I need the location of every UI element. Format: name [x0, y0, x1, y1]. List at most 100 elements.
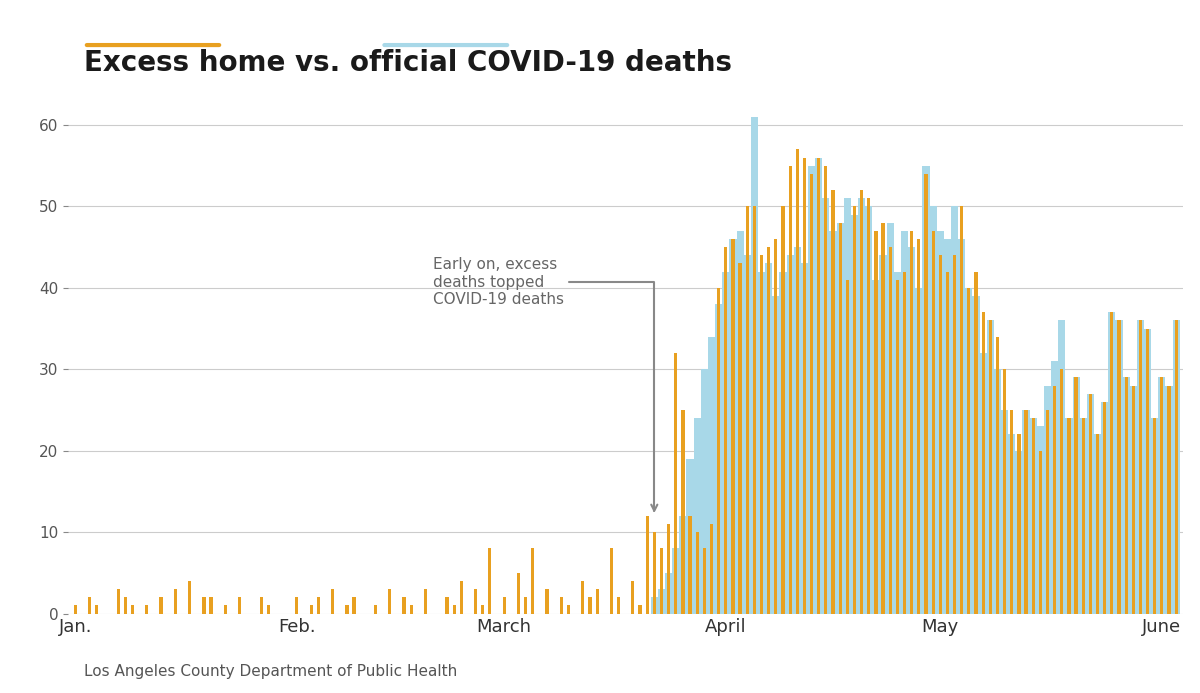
- Bar: [724, 247, 727, 613]
- Bar: [1122, 378, 1129, 613]
- Bar: [780, 272, 786, 613]
- Bar: [1102, 402, 1109, 613]
- Bar: [1168, 385, 1171, 613]
- Bar: [950, 207, 958, 613]
- Bar: [910, 231, 913, 613]
- Bar: [766, 263, 773, 613]
- Bar: [1003, 369, 1007, 613]
- Bar: [788, 166, 792, 613]
- Bar: [667, 524, 671, 613]
- Bar: [1051, 361, 1058, 613]
- Bar: [424, 589, 427, 613]
- Bar: [595, 589, 599, 613]
- Bar: [752, 207, 756, 613]
- Bar: [131, 606, 134, 613]
- Bar: [445, 597, 449, 613]
- Bar: [908, 247, 916, 613]
- Bar: [346, 606, 348, 613]
- Bar: [817, 157, 821, 613]
- Bar: [1066, 418, 1073, 613]
- Bar: [824, 166, 828, 613]
- Bar: [588, 597, 592, 613]
- Bar: [887, 222, 894, 613]
- Bar: [1153, 418, 1157, 613]
- Bar: [1151, 418, 1158, 613]
- Bar: [238, 597, 241, 613]
- Bar: [958, 239, 965, 613]
- Bar: [967, 288, 971, 613]
- Text: Excess home vs. official COVID-19 deaths: Excess home vs. official COVID-19 deaths: [84, 49, 732, 76]
- Bar: [800, 263, 808, 613]
- Bar: [310, 606, 313, 613]
- Bar: [1015, 450, 1022, 613]
- Bar: [946, 272, 949, 613]
- Bar: [1087, 394, 1094, 613]
- Bar: [696, 532, 698, 613]
- Bar: [1044, 385, 1051, 613]
- Bar: [653, 532, 656, 613]
- Bar: [701, 369, 708, 613]
- Bar: [880, 255, 887, 613]
- Bar: [617, 597, 620, 613]
- Bar: [88, 597, 91, 613]
- Bar: [953, 255, 956, 613]
- Bar: [694, 418, 701, 613]
- Bar: [722, 272, 730, 613]
- Bar: [1060, 369, 1063, 613]
- Bar: [858, 198, 865, 613]
- Bar: [829, 231, 836, 613]
- Bar: [638, 606, 642, 613]
- Bar: [1175, 320, 1177, 613]
- Bar: [767, 247, 770, 613]
- Bar: [1010, 410, 1013, 613]
- Bar: [1025, 410, 1027, 613]
- Bar: [1008, 435, 1015, 613]
- Bar: [937, 231, 944, 613]
- Bar: [965, 288, 972, 613]
- Bar: [1001, 410, 1008, 613]
- Bar: [703, 548, 706, 613]
- Bar: [708, 337, 715, 613]
- Bar: [895, 280, 899, 613]
- Bar: [402, 597, 406, 613]
- Bar: [781, 207, 785, 613]
- Bar: [745, 207, 749, 613]
- Bar: [996, 337, 1000, 613]
- Bar: [786, 255, 793, 613]
- Bar: [902, 272, 906, 613]
- Text: Los Angeles County Department of Public Health: Los Angeles County Department of Public …: [84, 664, 457, 679]
- Bar: [930, 207, 937, 613]
- Bar: [731, 239, 734, 613]
- Bar: [986, 320, 994, 613]
- Bar: [160, 597, 163, 613]
- Bar: [581, 581, 584, 613]
- Bar: [650, 597, 658, 613]
- Bar: [474, 589, 478, 613]
- Bar: [710, 524, 713, 613]
- Bar: [488, 548, 492, 613]
- Bar: [1117, 320, 1121, 613]
- Bar: [1136, 320, 1144, 613]
- Bar: [836, 222, 844, 613]
- Bar: [744, 255, 751, 613]
- Bar: [889, 247, 892, 613]
- Bar: [730, 239, 737, 613]
- Bar: [409, 606, 413, 613]
- Bar: [815, 157, 822, 613]
- Bar: [1129, 385, 1136, 613]
- Bar: [259, 597, 263, 613]
- Bar: [853, 207, 856, 613]
- Bar: [793, 247, 800, 613]
- Bar: [660, 548, 664, 613]
- Bar: [960, 207, 964, 613]
- Bar: [982, 313, 985, 613]
- Bar: [210, 597, 212, 613]
- Bar: [223, 606, 227, 613]
- Bar: [1074, 378, 1078, 613]
- Bar: [665, 573, 672, 613]
- Bar: [1124, 378, 1128, 613]
- Bar: [1144, 328, 1151, 613]
- Bar: [1165, 385, 1172, 613]
- Bar: [944, 239, 950, 613]
- Bar: [931, 231, 935, 613]
